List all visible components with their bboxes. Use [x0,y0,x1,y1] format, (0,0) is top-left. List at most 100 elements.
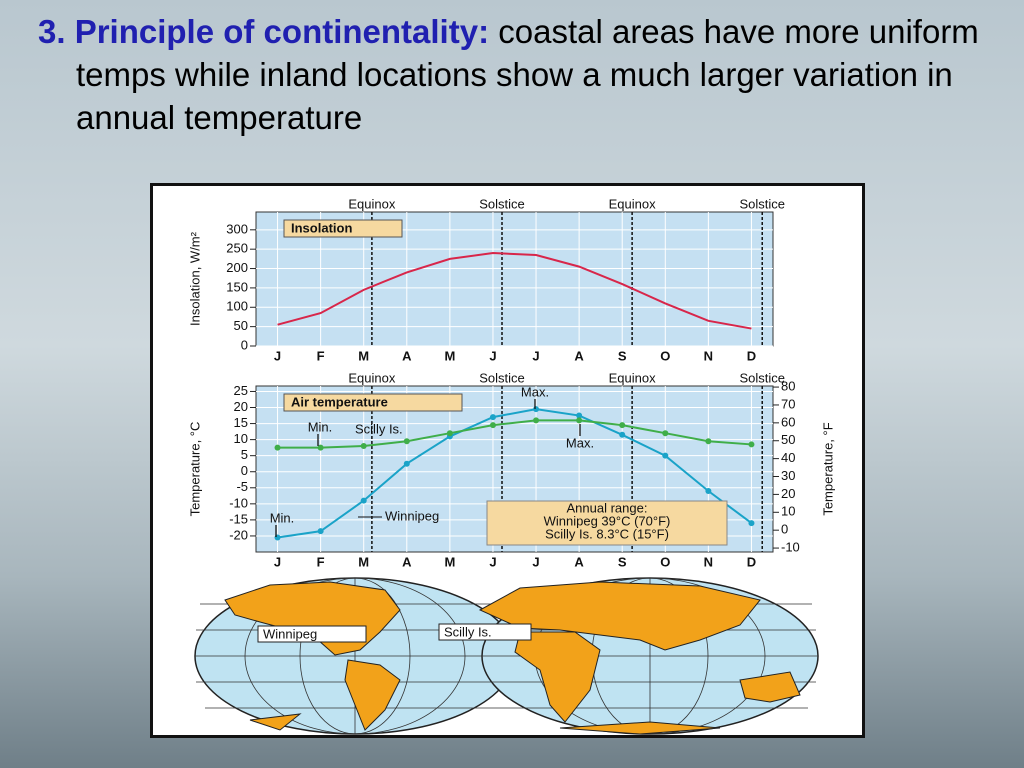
y-tick-label: 15 [234,415,248,430]
point [489,414,496,421]
x-tick-label: M [444,348,455,363]
season-label: Solstice [739,370,785,385]
point [403,460,410,467]
point [533,406,540,413]
title-box [283,219,403,238]
y2-tick-label: 10 [781,504,795,519]
x-tick-label: O [660,554,670,569]
y-tick-label: -20 [229,527,248,542]
y2-tick-label: 30 [781,468,795,483]
point [360,497,367,504]
x-tick-label: J [489,348,496,363]
point [533,417,540,424]
x-tick-label: A [574,348,584,363]
season-label: Equinox [609,196,656,211]
y-tick-label: 300 [226,221,248,236]
point [576,412,583,419]
series-label: Winnipeg [385,508,439,523]
annotation: Max. [566,435,594,450]
y2-axis-label: Temperature, °F [820,422,835,515]
point [360,443,367,450]
y-tick-label: 0 [241,463,248,478]
y2-tick-label: 60 [781,414,795,429]
x-tick-label: J [274,554,281,569]
point [705,438,712,445]
heading: 3. Principle of continentality: coastal … [38,10,1024,139]
y2-tick-label: 80 [781,379,795,394]
range-text: Annual range: [567,500,648,515]
x-tick-label: D [747,348,756,363]
map [194,577,819,735]
point [489,422,496,429]
y-tick-label: 100 [226,299,248,314]
season-label: Equinox [609,370,656,385]
chart-title: Insolation [291,220,352,235]
y-tick-label: -5 [236,479,248,494]
annotation: Max. [521,384,549,399]
map-label: Winnipeg [263,626,317,641]
x-tick-label: N [704,348,713,363]
x-tick-label: S [618,554,627,569]
series-label: Scilly Is. [355,421,403,436]
x-tick-label: S [618,348,627,363]
y2-tick-label: 50 [781,432,795,447]
continents [224,581,801,735]
point [274,444,281,451]
y-tick-label: 250 [226,241,248,256]
x-tick-label: A [402,348,412,363]
point [705,487,712,494]
chart-title: Air temperature [291,394,388,409]
y-tick-label: 10 [234,431,248,446]
season-label: Equinox [348,370,395,385]
point [619,422,626,429]
x-tick-label: M [444,554,455,569]
map-label-box [438,623,532,641]
point [446,430,453,437]
x-tick-label: F [317,348,325,363]
y-tick-label: 25 [234,383,248,398]
x-tick-label: O [660,348,670,363]
point [748,520,755,527]
x-tick-label: A [402,554,412,569]
x-tick-label: J [532,348,539,363]
point [662,452,669,459]
y2-tick-label: 40 [781,450,795,465]
point [317,528,324,535]
y-axis-label: Insolation, W/m² [187,231,202,326]
y2-tick-label: -10 [781,540,800,555]
annotation: Min. [270,510,295,525]
range-box [486,500,728,546]
y2-tick-label: 20 [781,486,795,501]
y-tick-label: 0 [241,337,248,352]
season-label: Solstice [479,196,525,211]
series-line [277,408,753,539]
x-tick-label: M [358,554,369,569]
y-tick-label: 5 [241,447,248,462]
x-tick-label: F [317,554,325,569]
season-label: Solstice [479,370,525,385]
y-tick-label: 20 [234,399,248,414]
y2-tick-label: 70 [781,396,795,411]
map-label: Scilly Is. [444,624,492,639]
title-box [283,393,463,412]
series-line [277,419,752,449]
y-tick-label: 200 [226,260,248,275]
y-tick-label: -10 [229,495,248,510]
map-label-box [257,625,367,643]
range-text: Scilly Is. 8.3°C (15°F) [545,526,669,541]
season-label: Solstice [739,196,785,211]
x-tick-label: A [574,554,584,569]
heading-lead: 3. Principle of continentality: [38,13,490,50]
point [576,417,583,424]
point [662,430,669,437]
heading-text: coastal areas have more uniform temps wh… [76,13,979,136]
x-tick-label: J [489,554,496,569]
y-tick-label: -15 [229,511,248,526]
point [748,441,755,448]
range-text: Winnipeg 39°C (70°F) [544,513,671,528]
y-tick-label: 50 [234,318,248,333]
y-tick-label: 150 [226,279,248,294]
x-tick-label: M [358,348,369,363]
